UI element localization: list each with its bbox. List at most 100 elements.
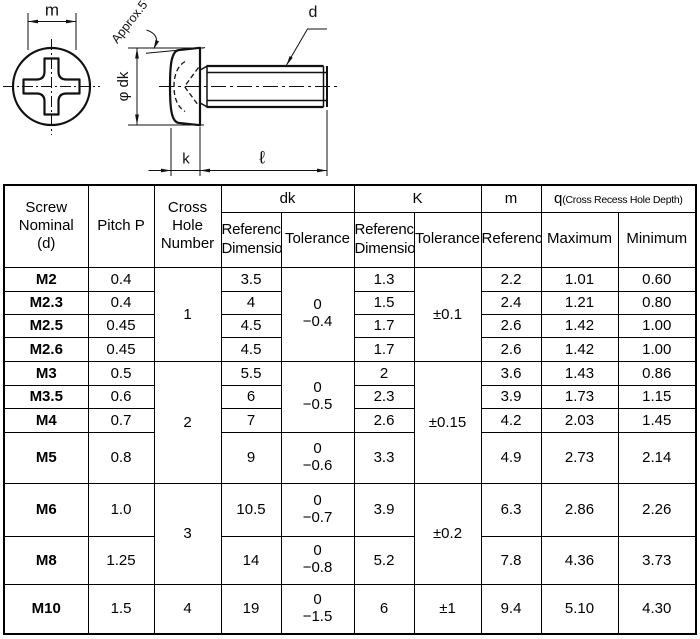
cell-k-ref: 1.5: [353, 290, 415, 315]
pan-head-profile: [168, 46, 202, 127]
front-view: [3, 39, 100, 135]
cell-size: M5: [3, 431, 89, 484]
cell-pitch: 0.45: [87, 313, 155, 338]
cell-q-min: 1.15: [617, 384, 697, 409]
cell-dk-ref: 4: [220, 290, 282, 315]
cell-dk-ref: 19: [220, 583, 282, 635]
cell-q-max: 1.42: [540, 336, 619, 362]
table-row: M8 1.25 14 0 −0.8 5.2 7.8 4.36 3.73: [3, 535, 697, 585]
cell-dk-ref: 4.5: [220, 313, 282, 338]
cell-size: M4: [3, 407, 89, 433]
cell-k-ref: 5.2: [353, 535, 415, 585]
cell-q-max: 1.21: [540, 290, 619, 315]
cell-m-ref: 3.9: [480, 384, 542, 409]
leader-line: [286, 28, 327, 66]
dim-label-approx-angle: Approx.5°: [109, 0, 154, 46]
header-group-q: q(Cross Recess Hole Depth): [540, 184, 697, 213]
cell-size: M2: [3, 266, 89, 292]
cell-m-ref: 9.4: [480, 583, 542, 635]
dim-label-phi-dk: φ dk: [115, 71, 132, 101]
cell-q-min: 1.00: [617, 313, 697, 338]
cell-k-ref: 1.7: [353, 313, 415, 338]
screw-technical-drawing: m Approx.5°: [3, 0, 341, 176]
table-row: M2.5 0.45 4.5 1.7 2.6 1.42 1.00: [3, 313, 697, 338]
cell-m-ref: 2.4: [480, 290, 542, 315]
dim-label-m: m: [45, 1, 59, 20]
cell-dk-ref: 14: [220, 535, 282, 585]
header-row-groups: Screw Nominal (d) Pitch P Cross Hole Num…: [3, 184, 697, 268]
header-cross-hole-number: Cross Hole Number: [153, 184, 222, 268]
header-q-note: (Cross Recess Hole Depth): [562, 193, 683, 206]
cell-pitch: 0.7: [87, 407, 155, 433]
cell-m-ref: 4.2: [480, 407, 542, 433]
arrowhead: [135, 114, 139, 125]
header-q-minimum: Minimum: [617, 211, 697, 268]
cell-m-ref: 3.6: [480, 360, 542, 386]
cell-dk-ref: 6: [220, 384, 282, 409]
dimension-k-and-length: k ℓ: [148, 110, 328, 176]
cell-pitch: 0.8: [87, 431, 155, 484]
side-view: [159, 46, 341, 127]
cell-pitch: 0.4: [87, 266, 155, 292]
header-q-maximum: Maximum: [540, 211, 619, 268]
cell-q-min: 1.45: [617, 407, 697, 433]
cell-cross-hole: 3: [153, 482, 222, 585]
cell-dk-ref: 7: [220, 407, 282, 433]
arrowhead: [66, 19, 76, 24]
cell-m-ref: 2.2: [480, 266, 542, 292]
cell-q-min: 3.73: [617, 535, 697, 585]
cell-dk-tolerance: 0 −0.5: [280, 360, 355, 433]
cell-q-max: 1.73: [540, 384, 619, 409]
arrowhead: [135, 48, 139, 59]
cell-q-min: 0.86: [617, 360, 697, 386]
cell-q-max: 2.73: [540, 431, 619, 484]
cell-pitch: 1.25: [87, 535, 155, 585]
cell-size: M2.5: [3, 313, 89, 338]
cell-pitch: 0.45: [87, 336, 155, 362]
dim-label-k: k: [182, 151, 190, 168]
cell-size: M2.3: [3, 290, 89, 315]
cell-q-max: 2.03: [540, 407, 619, 433]
taper-line: [145, 47, 206, 54]
cell-pitch: 0.5: [87, 360, 155, 386]
cell-q-max: 1.42: [540, 313, 619, 338]
header-group-k: K: [353, 184, 482, 213]
head-outline-circle: [11, 46, 92, 127]
cell-q-max: 4.36: [540, 535, 619, 585]
table-row: M2 0.4 1 3.5 0 −0.4 1.3 ±0.1 2.2 1.01 0.…: [3, 266, 697, 362]
cell-dk-tolerance: 0 −0.6: [280, 431, 355, 484]
table-row: M6 1.0 3 10.5 0 −0.7 3.9 ±0.2 6.3 2.86 2…: [3, 482, 697, 585]
cell-dk-ref: 5.5: [220, 360, 282, 386]
cell-size: M3: [3, 360, 89, 386]
cell-pitch: 1.0: [87, 482, 155, 537]
header-q-symbol: q: [553, 189, 563, 207]
dimension-phi-dk: φ dk: [115, 47, 204, 126]
cell-q-min: 0.60: [617, 266, 697, 292]
cell-k-ref: 2.6: [353, 407, 415, 433]
header-row-sub: Reference Dimensions Tolerance Reference…: [4, 211, 697, 268]
cell-pitch: 0.4: [87, 290, 155, 315]
cell-k-ref: 3.9: [353, 482, 415, 537]
cell-m-ref: 4.9: [480, 431, 542, 484]
arrowhead: [161, 168, 171, 173]
cell-k-ref: 6: [353, 583, 415, 635]
cell-cross-hole: 2: [153, 360, 222, 484]
header-group-m: m: [480, 184, 542, 213]
cell-q-min: 4.30: [617, 583, 697, 635]
dim-label-d: d: [309, 4, 318, 21]
cell-q-min: 2.14: [617, 431, 697, 484]
table-row: M4 0.7 7 2.6 4.2 2.03 1.45: [3, 407, 697, 433]
callout-d: d: [286, 4, 327, 66]
threaded-shaft: [199, 64, 328, 109]
table-row: M2.3 0.4 4 1.5 2.4 1.21 0.80: [3, 290, 697, 315]
header-screw-nominal: Screw Nominal (d): [3, 184, 89, 268]
cell-k-ref: 3.3: [353, 431, 415, 484]
dimension-m: m: [27, 1, 77, 50]
header-k-reference: Reference Dimensions: [353, 211, 415, 268]
cell-k-ref: 2.3: [353, 384, 415, 409]
cell-dk-tolerance: 0 −1.5: [280, 583, 355, 635]
table-row: M10 1.5 4 19 0 −1.5 6 ±1 9.4 5.10 4.30: [3, 583, 697, 635]
arrowhead: [286, 56, 293, 66]
cell-pitch: 1.5: [87, 583, 155, 635]
